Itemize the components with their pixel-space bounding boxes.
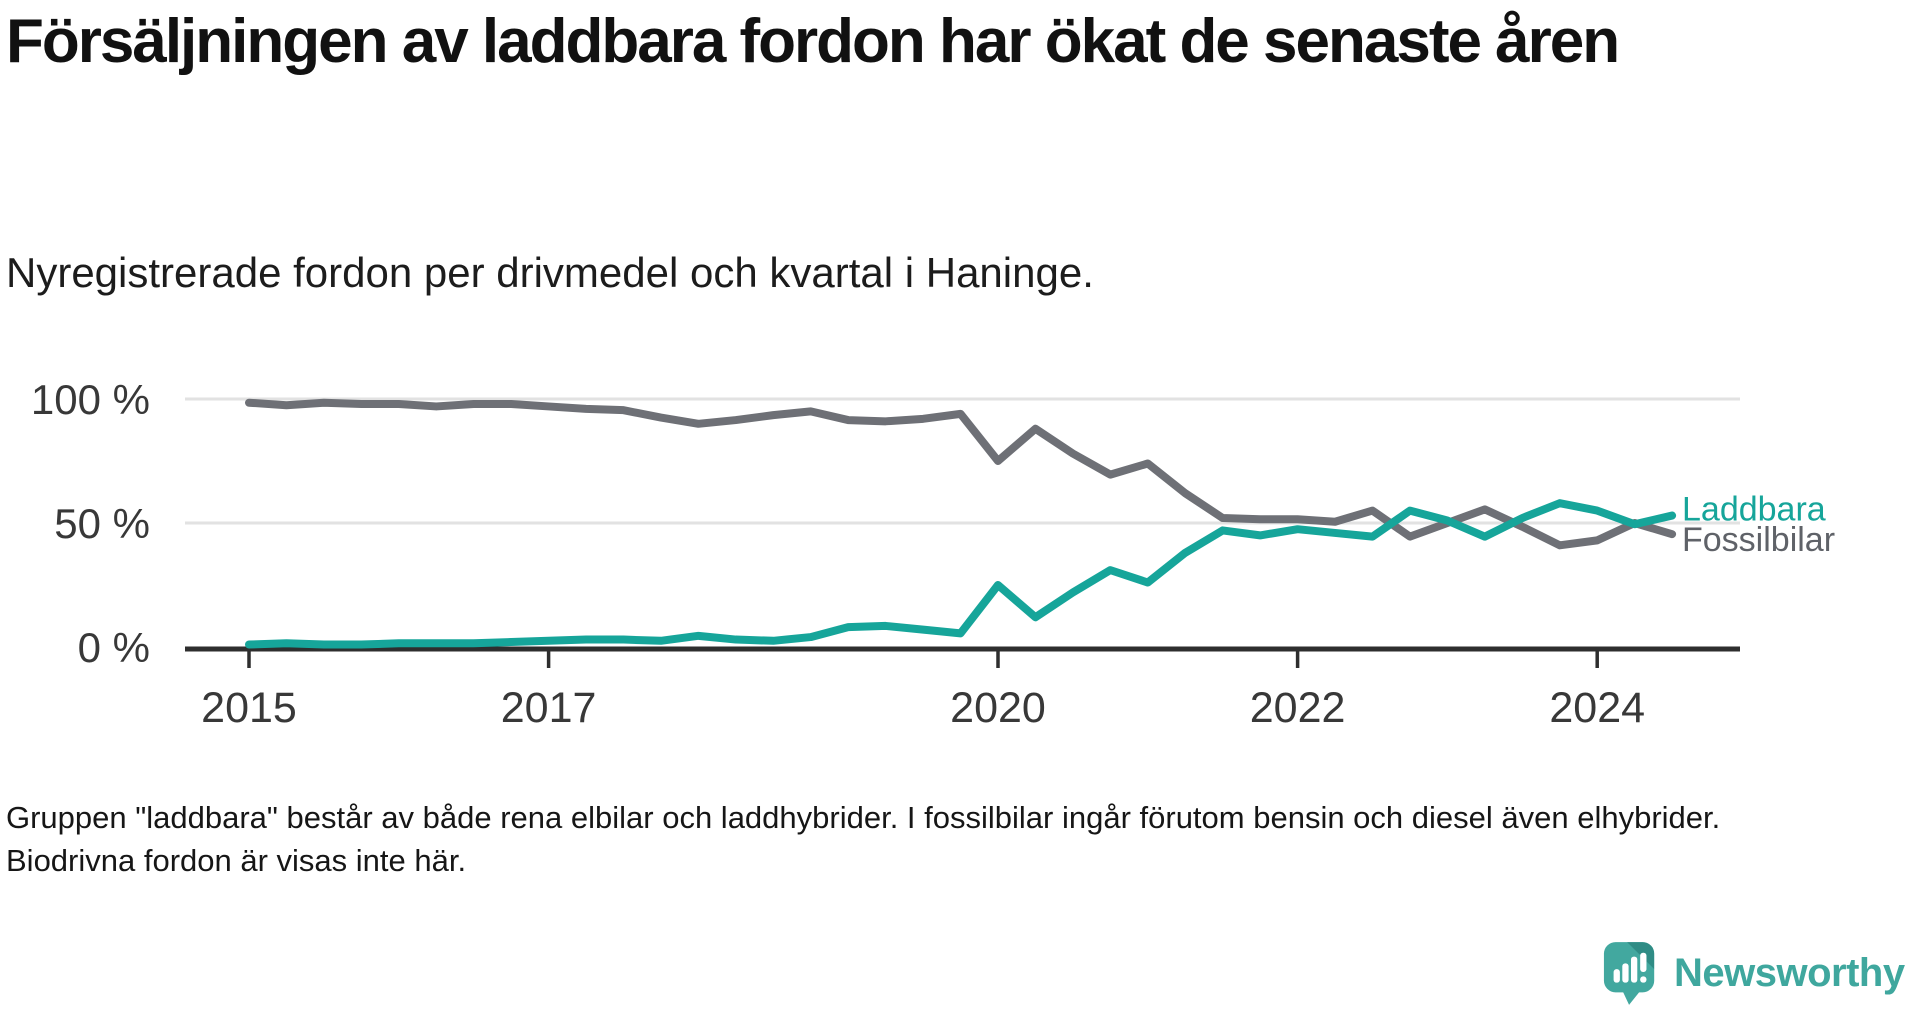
x-tick-label: 2020	[950, 684, 1046, 732]
chart-canvas: 100 % 50 % 0 % 2015 2017 2020 2022 2024 Fossilbi…	[31, 376, 1835, 732]
logo-barchart-icon	[1613, 952, 1647, 983]
y-tick-label: 0 %	[78, 624, 150, 671]
series-label-laddbara: Laddbara	[1682, 491, 1826, 529]
x-tick-label: 2022	[1250, 684, 1346, 732]
series-label-fossilbilar: Fossilbilar	[1682, 521, 1835, 559]
newsworthy-wordmark: Newsworthy	[1674, 951, 1905, 995]
x-tick-label: 2024	[1549, 684, 1645, 732]
y-tick-label: 100 %	[31, 376, 150, 423]
logo-tail	[1622, 990, 1641, 1005]
newsworthy-logo-icon	[1603, 942, 1655, 1005]
newsworthy-logo: Newsworthy	[1602, 938, 1905, 1008]
y-tick-label: 50 %	[54, 500, 150, 547]
chart-subtitle: Nyregistrerade fordon per drivmedel och …	[6, 249, 1094, 296]
x-tick-label: 2017	[501, 684, 597, 732]
x-tick-label: 2015	[201, 684, 297, 732]
series-line-laddbara	[245, 499, 1677, 649]
series-line-fossilbilar	[245, 398, 1677, 550]
chart-footnote: Gruppen "laddbara" består av både rena e…	[6, 800, 1721, 878]
chart-title: Försäljningen av laddbara fordon har öka…	[6, 7, 1620, 76]
